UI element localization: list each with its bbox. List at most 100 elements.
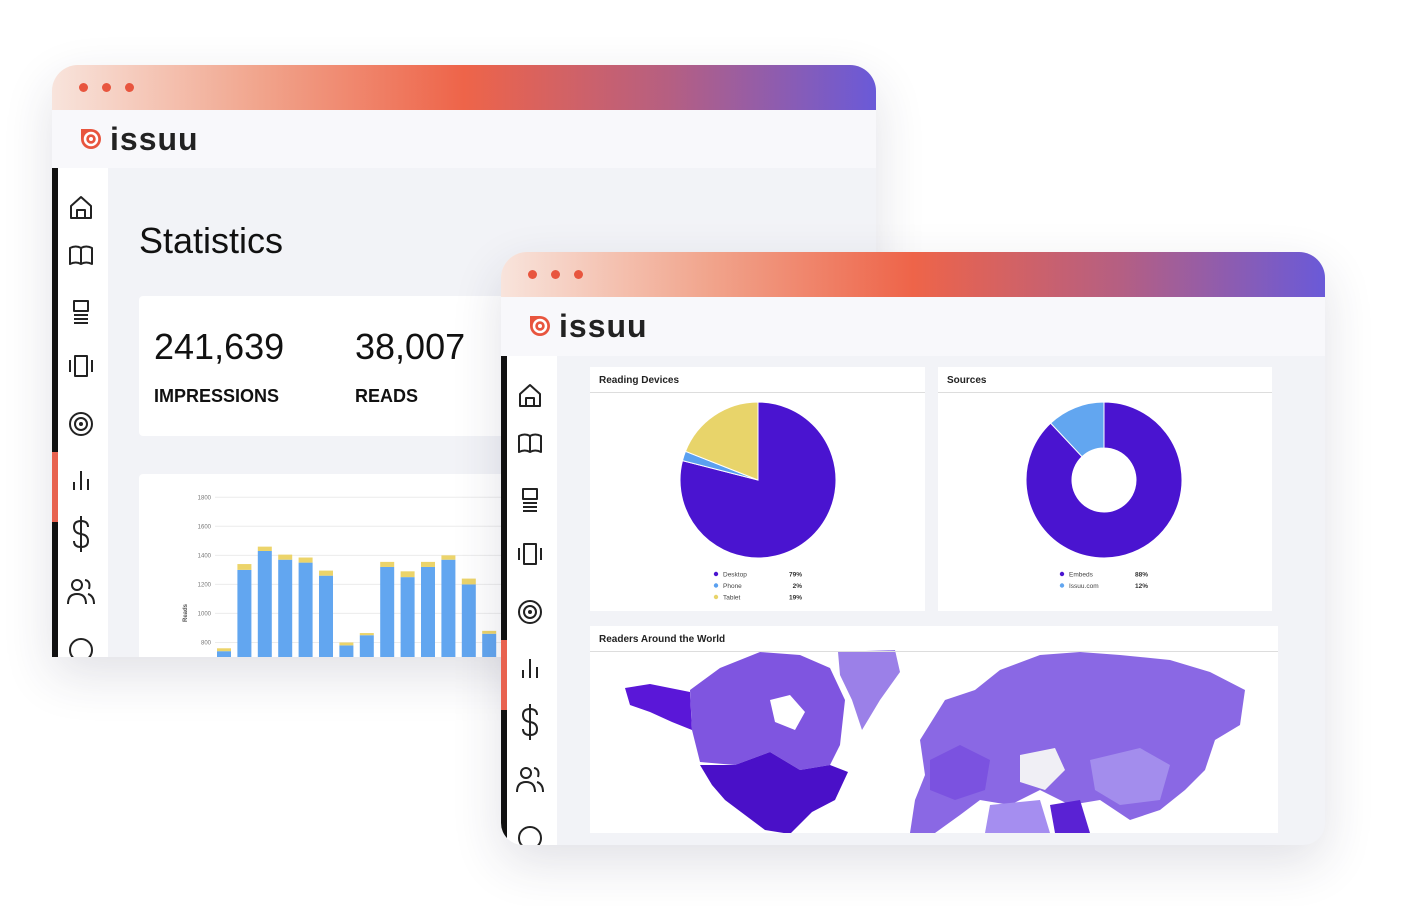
bar-segment [298, 557, 313, 563]
sidebar-icon [73, 471, 89, 490]
bar-segment [380, 566, 395, 657]
sidebar-icon [69, 245, 93, 265]
page-title: Statistics [139, 220, 284, 261]
bar-segment [461, 584, 476, 657]
devices-card: Reading Devices Desktop 79% Phone 2% Tablet 1… [590, 367, 925, 611]
logo-icon [81, 129, 101, 149]
sidebar [501, 356, 557, 845]
bar-segment [359, 635, 374, 657]
card-title: Sources [947, 375, 987, 386]
sidebar-icon [518, 543, 542, 565]
y-axis-label: Reads [183, 603, 189, 622]
window-dot[interactable] [551, 270, 560, 279]
region [1090, 748, 1170, 805]
legend-value: 12% [1135, 583, 1148, 590]
bar-segment [319, 575, 333, 657]
bar-segment [461, 578, 476, 585]
bar-segment [359, 633, 374, 636]
header: issuu [501, 297, 1325, 356]
legend-swatch [1059, 583, 1065, 588]
sidebar-icon [522, 659, 538, 678]
bar-segment [482, 630, 497, 634]
bar-segment [237, 564, 252, 570]
bar-segment [257, 550, 272, 657]
bar-segment [298, 562, 313, 657]
card-title: Reading Devices [599, 375, 680, 386]
window-analytics: issuu Reading Devices Desktop 79% Phone 2% T… [501, 252, 1325, 845]
window-dot[interactable] [528, 270, 537, 279]
pie-chart: Desktop 79% Phone 2% Tablet 19% [679, 401, 837, 601]
sidebar-icon [67, 579, 95, 605]
sidebar-icon [518, 826, 542, 845]
sidebar-icon [522, 488, 538, 512]
sidebar-icon [73, 516, 89, 552]
title-bar [52, 65, 876, 110]
sidebar-icon [73, 300, 89, 324]
bar-segment [217, 648, 231, 652]
stat-label: READS [355, 386, 419, 406]
bar-segment [380, 561, 395, 567]
bar-segment [319, 570, 333, 576]
sidebar-icon [74, 417, 88, 431]
world-map [625, 650, 1245, 833]
card-title: Readers Around the World [599, 634, 726, 645]
legend-value: 88% [1135, 571, 1148, 578]
sources-card: Sources Embeds 88% Issuu.com 12% [938, 367, 1272, 611]
sidebar-icon [519, 384, 541, 407]
sidebar-icon [79, 422, 83, 426]
legend-value: 19% [789, 594, 802, 601]
title-bar [501, 252, 1325, 297]
pie-slice [684, 401, 759, 481]
sidebar-icon [69, 412, 93, 436]
region [770, 695, 805, 730]
window-dot[interactable] [79, 83, 88, 92]
logo[interactable]: issuu [78, 121, 199, 157]
sidebar-icon [70, 196, 92, 219]
y-tick-label: 800 [201, 640, 212, 646]
y-tick-label: 1200 [198, 582, 212, 588]
region [690, 652, 845, 770]
bar-segment [257, 546, 272, 551]
sidebar-icon [71, 579, 83, 591]
window-dot[interactable] [125, 83, 134, 92]
bar-segment [339, 642, 354, 646]
sidebar-icon [69, 355, 93, 377]
region [625, 684, 692, 730]
y-tick-label: 1800 [198, 495, 212, 501]
region [985, 800, 1050, 833]
bar-segment [278, 554, 293, 560]
pie-slice [1049, 401, 1105, 458]
legend-label: Issuu.com [1069, 583, 1099, 590]
sidebar-icon [69, 638, 93, 657]
logo-text: issuu [559, 308, 648, 344]
legend-label: Tablet [723, 594, 741, 601]
header: issuu [52, 110, 876, 168]
region [838, 650, 900, 730]
region [1050, 800, 1090, 833]
y-tick-label: 1400 [198, 553, 212, 559]
legend-swatch [713, 571, 719, 577]
sidebar-icon [516, 767, 544, 793]
bar-segment [237, 569, 252, 657]
logo-text: issuu [110, 121, 199, 157]
legend-label: Phone [723, 583, 742, 590]
bar-segment [441, 559, 456, 657]
window-dot[interactable] [102, 83, 111, 92]
sidebar-icons[interactable] [501, 356, 557, 845]
bar-segment [421, 566, 435, 657]
stat-value: 38,007 [355, 326, 466, 367]
sidebar-icons[interactable] [52, 168, 108, 657]
bar-segment [400, 571, 415, 578]
window-dot[interactable] [574, 270, 583, 279]
stat-label: IMPRESSIONS [154, 386, 280, 406]
logo-icon [530, 316, 550, 336]
sidebar-icon [523, 605, 537, 619]
map-card: Readers Around the World [590, 626, 1278, 833]
bar-segment [217, 651, 231, 657]
pie-slice [1025, 401, 1183, 559]
y-tick-label: 1000 [198, 611, 212, 617]
bar-segment [400, 577, 415, 657]
legend-swatch [713, 594, 719, 600]
logo[interactable]: issuu [527, 308, 648, 344]
